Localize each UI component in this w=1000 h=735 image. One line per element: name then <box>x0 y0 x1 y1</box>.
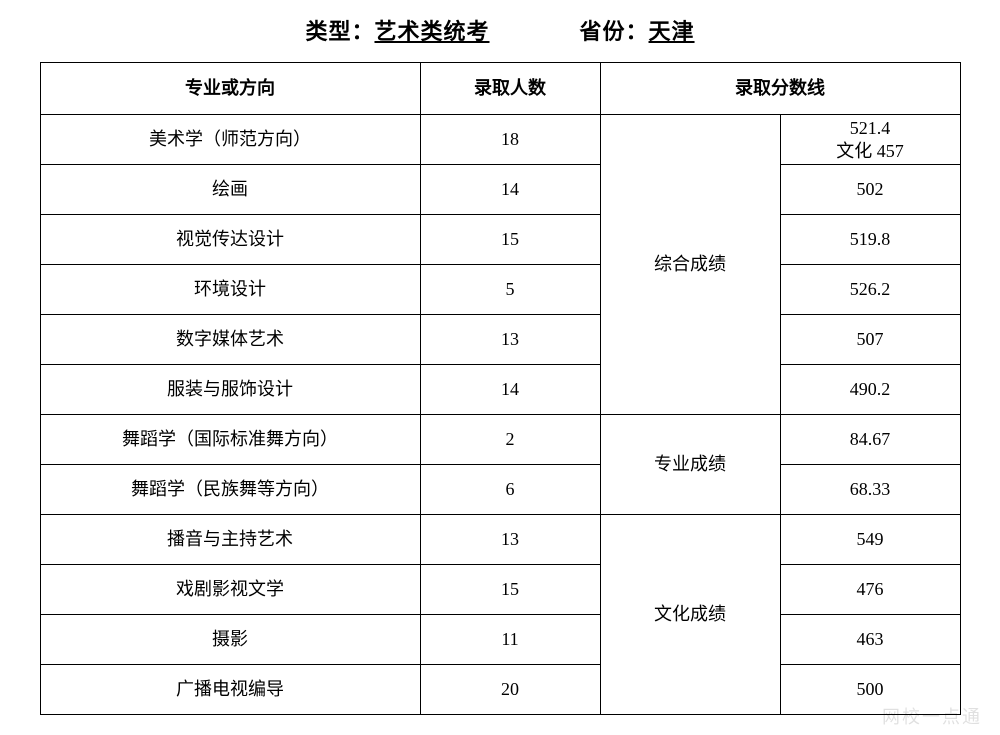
table-row: 视觉传达设计 15 519.8 <box>40 215 960 265</box>
page-heading: 类型：艺术类统考 省份：天津 <box>0 14 1000 46</box>
cell-count: 2 <box>420 415 600 465</box>
cell-count: 11 <box>420 615 600 665</box>
cell-major: 美术学（师范方向） <box>40 115 420 165</box>
cell-major: 戏剧影视文学 <box>40 565 420 615</box>
cell-count: 14 <box>420 165 600 215</box>
cell-score: 519.8 <box>780 215 960 265</box>
table-row: 数字媒体艺术 13 507 <box>40 315 960 365</box>
cell-count: 13 <box>420 515 600 565</box>
cell-score: 521.4 文化 457 <box>780 115 960 165</box>
cell-major: 视觉传达设计 <box>40 215 420 265</box>
cell-major: 广播电视编导 <box>40 665 420 715</box>
table-row: 舞蹈学（民族舞等方向） 6 68.33 <box>40 465 960 515</box>
score-line1: 521.4 <box>781 117 960 140</box>
cell-major: 环境设计 <box>40 265 420 315</box>
table-row: 舞蹈学（国际标准舞方向） 2 专业成绩 84.67 <box>40 415 960 465</box>
cell-score: 463 <box>780 615 960 665</box>
cell-major: 播音与主持艺术 <box>40 515 420 565</box>
cell-score: 500 <box>780 665 960 715</box>
type-label: 类型： <box>305 19 374 44</box>
table-row: 美术学（师范方向） 18 综合成绩 521.4 文化 457 <box>40 115 960 165</box>
table-row: 服装与服饰设计 14 490.2 <box>40 365 960 415</box>
score-line2: 文化 457 <box>781 140 960 163</box>
cell-score: 502 <box>780 165 960 215</box>
cell-score-type-culture: 文化成绩 <box>600 515 780 715</box>
cell-major: 服装与服饰设计 <box>40 365 420 415</box>
cell-count: 13 <box>420 315 600 365</box>
cell-score: 476 <box>780 565 960 615</box>
cell-score: 68.33 <box>780 465 960 515</box>
table-row: 广播电视编导 20 500 <box>40 665 960 715</box>
cell-score: 549 <box>780 515 960 565</box>
page-root: 类型：艺术类统考 省份：天津 专业或方向 录取人数 录取分数线 美术学（师范方向）… <box>0 0 1000 735</box>
cell-count: 20 <box>420 665 600 715</box>
cell-score-type-composite: 综合成绩 <box>600 115 780 415</box>
cell-score: 526.2 <box>780 265 960 315</box>
table-header-row: 专业或方向 录取人数 录取分数线 <box>40 63 960 115</box>
cell-count: 18 <box>420 115 600 165</box>
table-row: 戏剧影视文学 15 476 <box>40 565 960 615</box>
cell-score-type-professional: 专业成绩 <box>600 415 780 515</box>
cell-major: 舞蹈学（民族舞等方向） <box>40 465 420 515</box>
table-row: 绘画 14 502 <box>40 165 960 215</box>
cell-major: 摄影 <box>40 615 420 665</box>
admission-table: 专业或方向 录取人数 录取分数线 美术学（师范方向） 18 综合成绩 521.4… <box>40 62 961 715</box>
cell-major: 绘画 <box>40 165 420 215</box>
cell-score: 84.67 <box>780 415 960 465</box>
cell-major: 数字媒体艺术 <box>40 315 420 365</box>
cell-count: 15 <box>420 565 600 615</box>
cell-count: 14 <box>420 365 600 415</box>
cell-count: 5 <box>420 265 600 315</box>
col-header-major: 专业或方向 <box>40 63 420 115</box>
province-label: 省份： <box>580 19 649 44</box>
table-row: 播音与主持艺术 13 文化成绩 549 <box>40 515 960 565</box>
cell-count: 6 <box>420 465 600 515</box>
cell-major: 舞蹈学（国际标准舞方向） <box>40 415 420 465</box>
col-header-scoreline: 录取分数线 <box>600 63 960 115</box>
cell-count: 15 <box>420 215 600 265</box>
table-row: 环境设计 5 526.2 <box>40 265 960 315</box>
col-header-count: 录取人数 <box>420 63 600 115</box>
cell-score: 490.2 <box>780 365 960 415</box>
province-value: 天津 <box>649 19 695 44</box>
table-row: 摄影 11 463 <box>40 615 960 665</box>
type-value: 艺术类统考 <box>374 19 489 44</box>
cell-score: 507 <box>780 315 960 365</box>
